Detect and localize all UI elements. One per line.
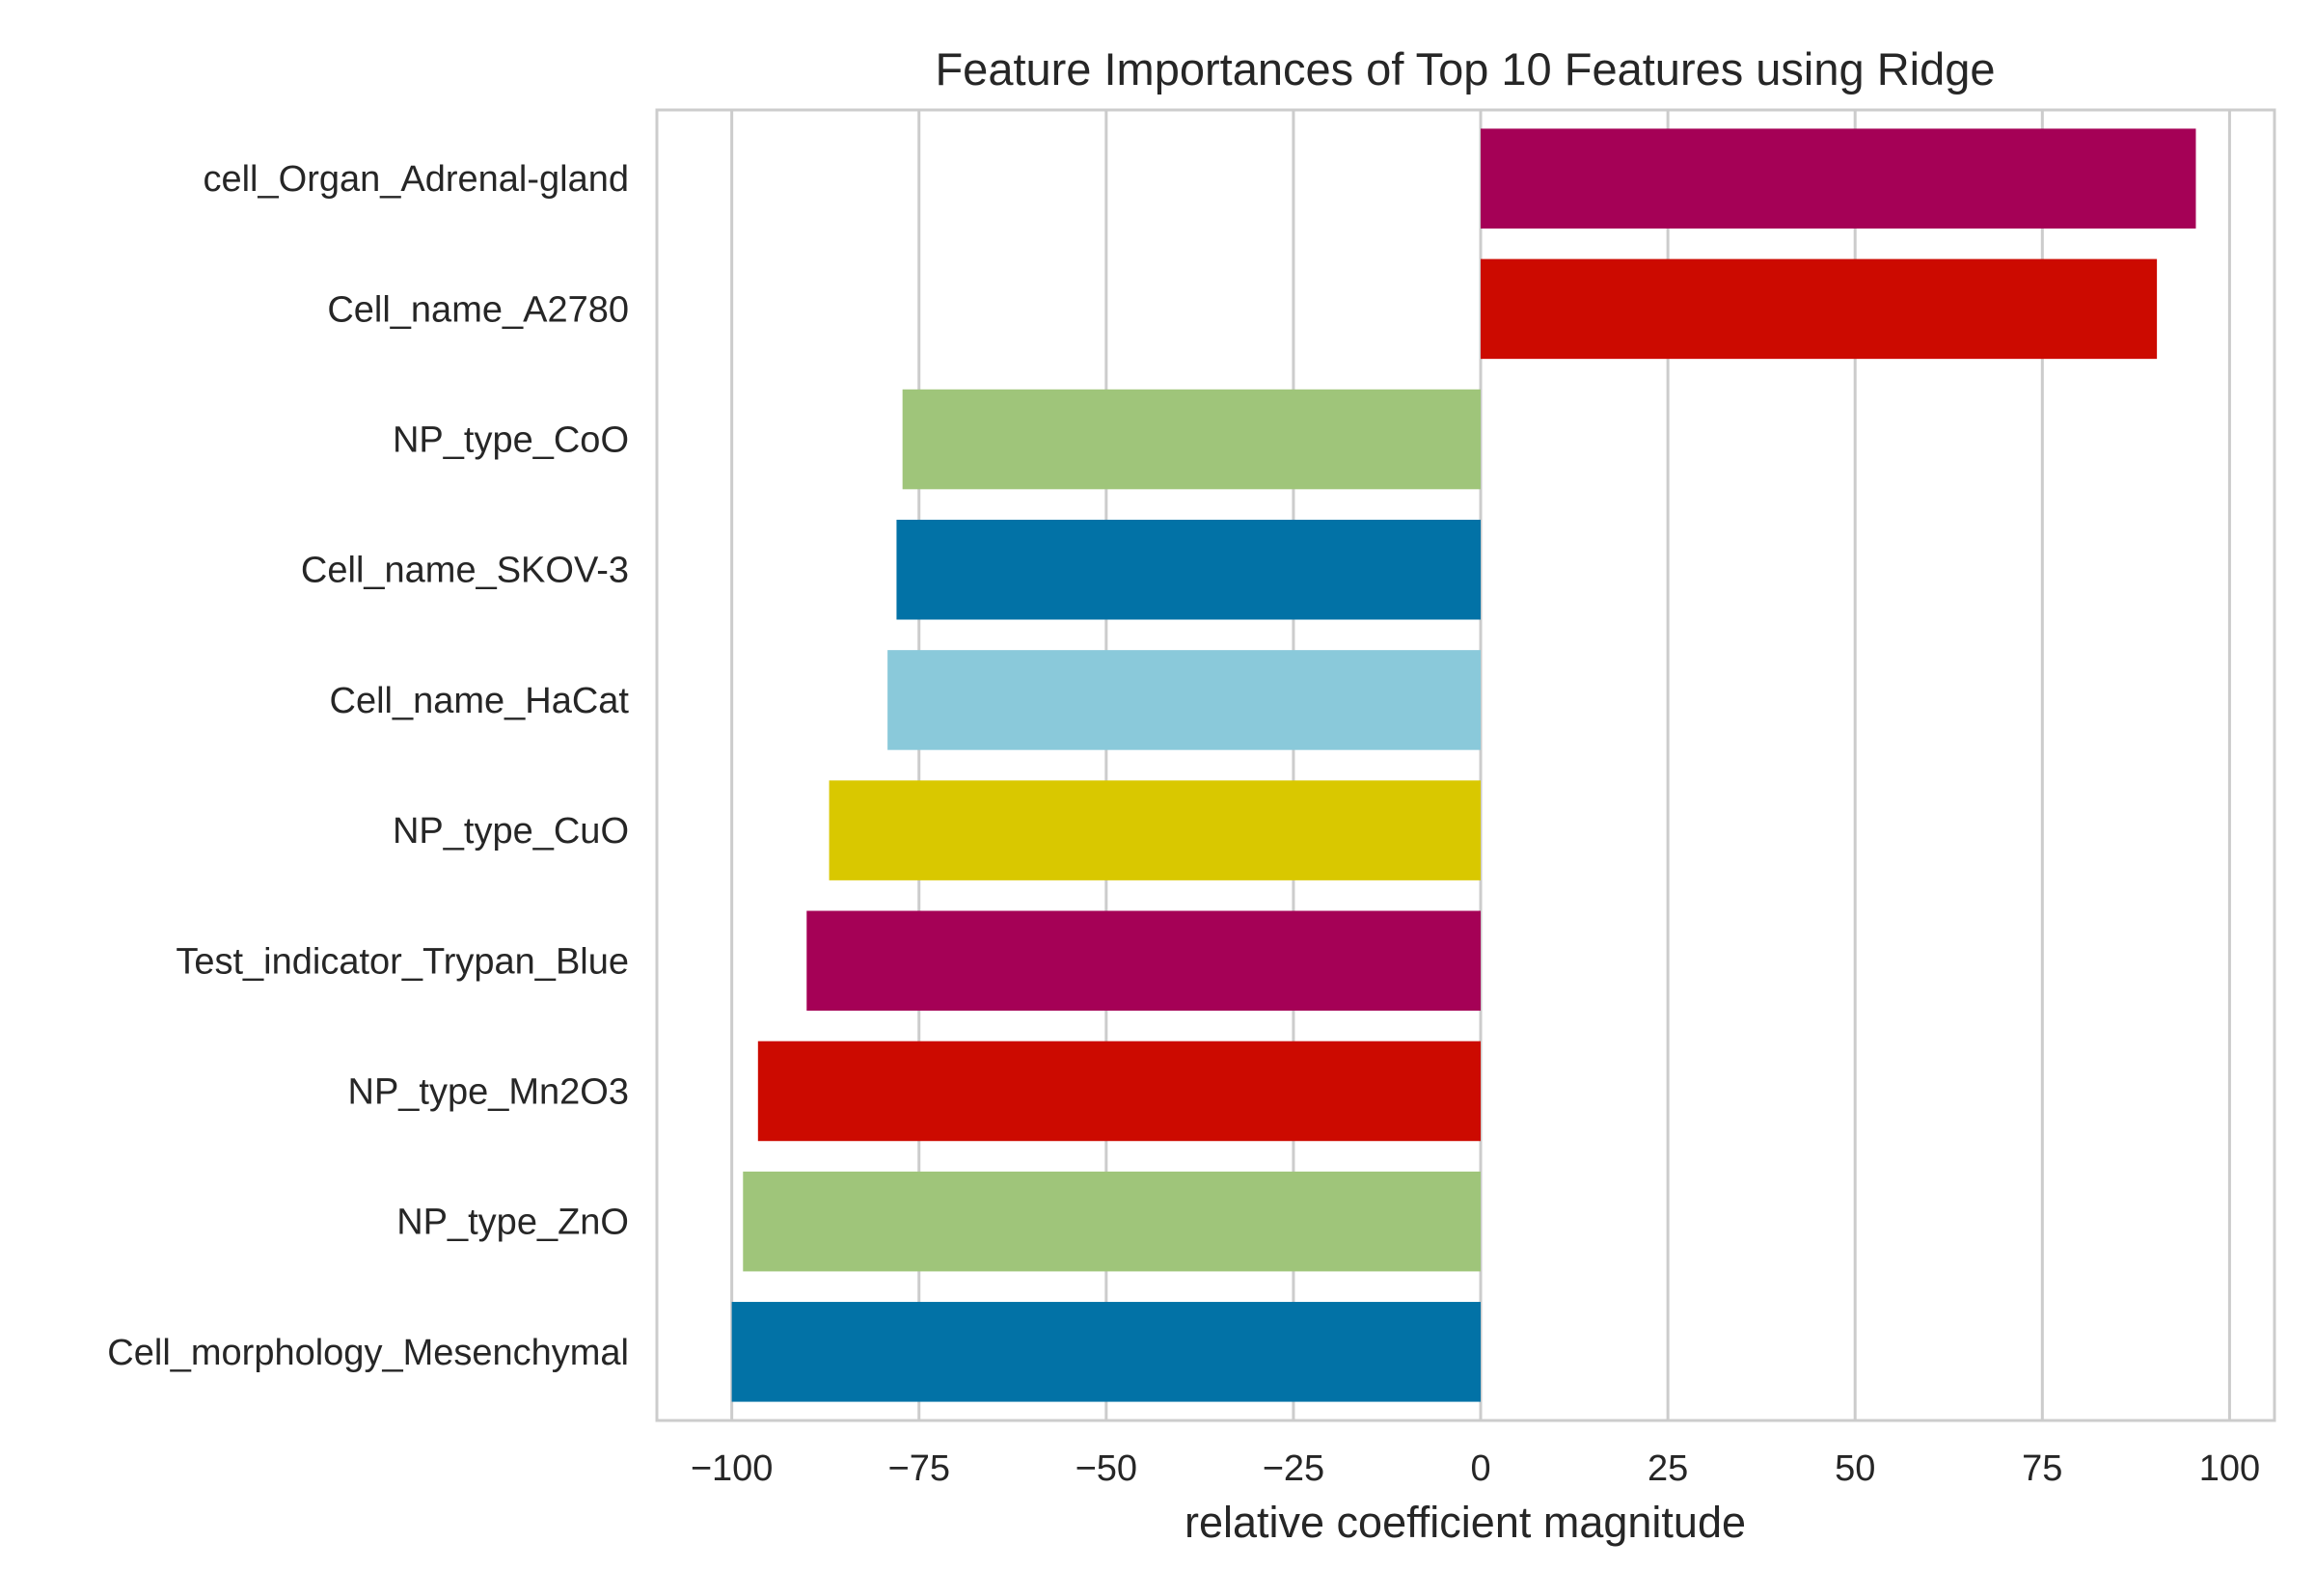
x-tick-label: 25	[1648, 1448, 1688, 1489]
category-label: Cell_name_HaCat	[330, 681, 630, 721]
bar	[829, 780, 1482, 880]
x-tick-label: −100	[691, 1448, 774, 1489]
bar	[1481, 258, 2158, 360]
plot-frame	[655, 108, 2276, 1422]
x-tick-label: −75	[888, 1448, 950, 1489]
bar	[806, 910, 1482, 1012]
x-tick-label: 0	[1470, 1448, 1490, 1489]
x-tick-label: −25	[1263, 1448, 1324, 1489]
category-label: Cell_name_A2780	[327, 289, 629, 330]
chart-title: Feature Importances of Top 10 Features u…	[935, 43, 1995, 95]
bar	[731, 1302, 1482, 1402]
x-tick-label: 50	[1835, 1448, 1875, 1489]
bar	[887, 650, 1482, 750]
category-label: NP_type_CuO	[393, 811, 629, 852]
x-axis-label: relative coefficient magnitude	[1185, 1498, 1746, 1547]
bar	[896, 519, 1482, 620]
category-label: cell_Organ_Adrenal-gland	[203, 159, 629, 200]
bar	[902, 389, 1482, 490]
bar	[757, 1041, 1482, 1142]
category-label: Cell_morphology_Mesenchymal	[107, 1333, 629, 1373]
bars	[731, 128, 2196, 1402]
category-label: Test_indicator_Trypan_Blue	[176, 941, 629, 982]
category-label: NP_type_CoO	[393, 420, 629, 461]
category-label: Cell_name_SKOV-3	[301, 551, 629, 591]
bar	[1481, 128, 2196, 229]
category-label: NP_type_Mn2O3	[348, 1071, 630, 1112]
category-label: NP_type_ZnO	[396, 1203, 629, 1243]
bar	[743, 1171, 1482, 1272]
category-labels: cell_Organ_Adrenal-gland Cell_name_A2780 N…	[107, 159, 629, 1373]
x-tick-label: −50	[1076, 1448, 1137, 1489]
x-tick-labels: −100 −75 −50 −25 0 25 50 75 100	[691, 1448, 2260, 1489]
x-tick-label: 100	[2199, 1448, 2260, 1489]
x-tick-label: 75	[2022, 1448, 2062, 1489]
